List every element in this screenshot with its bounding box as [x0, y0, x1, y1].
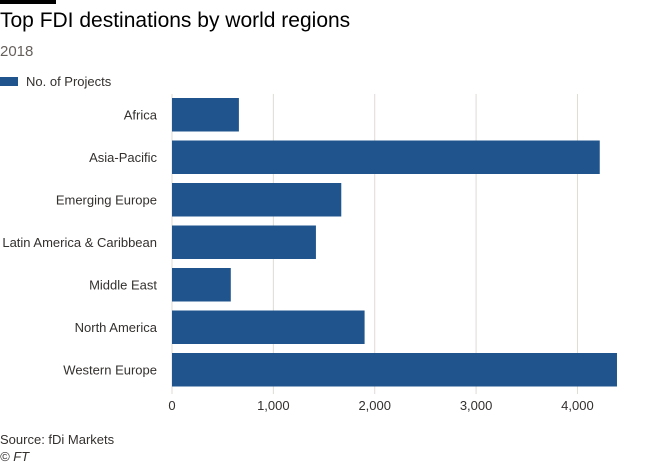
- bar: [172, 225, 316, 259]
- source-note: Source: fDi Markets: [0, 432, 115, 447]
- y-category-label: Middle East: [89, 277, 157, 292]
- legend: No. of Projects: [0, 74, 111, 89]
- x-tick-label: 3,000: [460, 398, 493, 413]
- chart-subtitle: 2018: [0, 43, 34, 60]
- top-rule: [0, 0, 56, 4]
- y-category-label: Western Europe: [63, 362, 157, 377]
- y-category-label: North America: [75, 320, 158, 335]
- bar: [172, 310, 365, 344]
- legend-label: No. of Projects: [26, 74, 112, 89]
- bar: [172, 98, 239, 132]
- y-category-label: Africa: [124, 107, 158, 122]
- bar: [172, 140, 600, 174]
- bar: [172, 183, 342, 217]
- bar: [172, 353, 617, 387]
- ft-credit: © FT: [0, 449, 30, 464]
- chart-title: Top FDI destinations by world regions: [0, 9, 351, 32]
- y-category-label: Emerging Europe: [56, 192, 157, 207]
- bar: [172, 268, 231, 302]
- legend-swatch: [0, 77, 18, 86]
- x-tick-label: 0: [168, 398, 175, 413]
- x-tick-label: 1,000: [257, 398, 290, 413]
- x-tick-label: 4,000: [561, 398, 594, 413]
- x-tick-label: 2,000: [358, 398, 391, 413]
- y-category-label: Asia-Pacific: [89, 150, 157, 165]
- y-category-label: Latin America & Caribbean: [2, 235, 157, 250]
